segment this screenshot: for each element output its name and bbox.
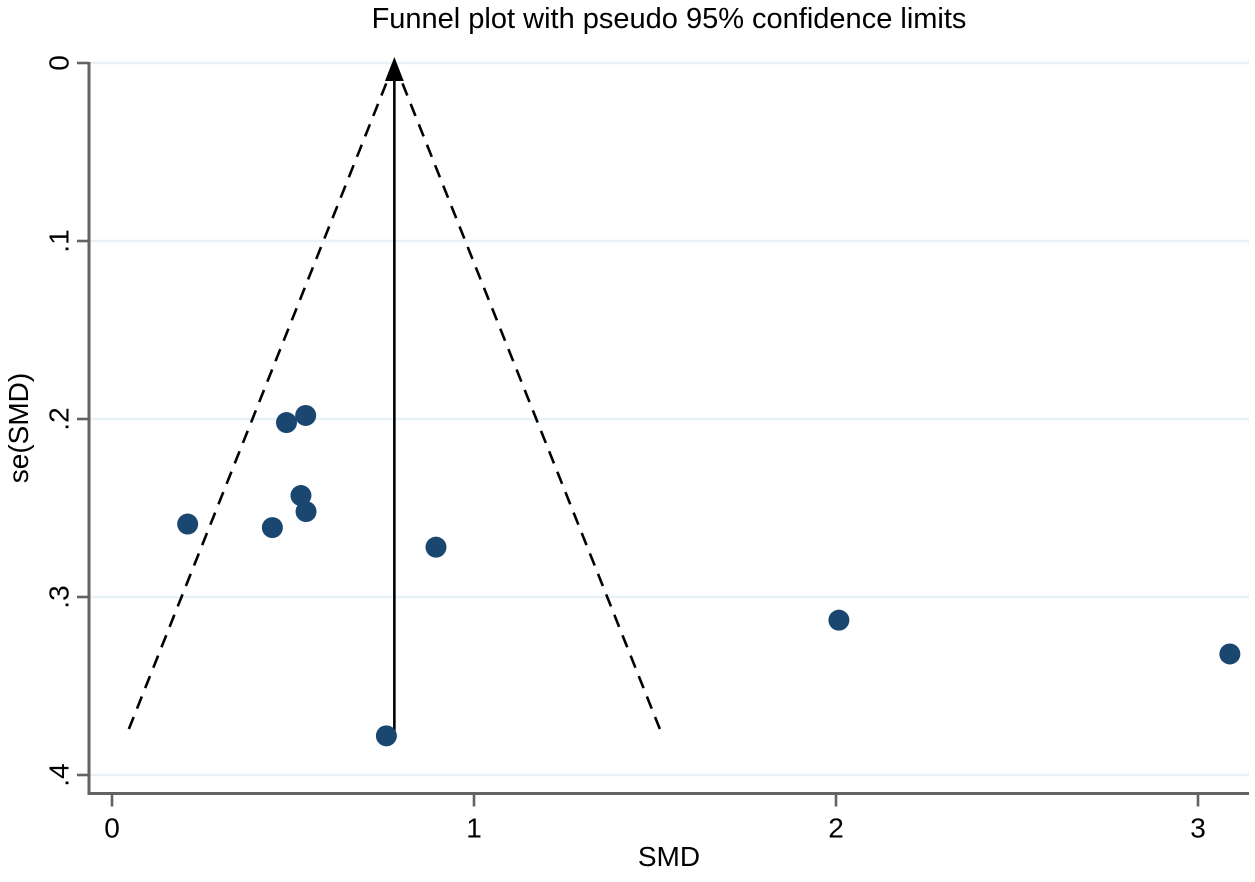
data-point <box>295 404 317 426</box>
y-tick-label: 0 <box>43 55 74 71</box>
y-tick-label: .4 <box>43 763 74 786</box>
y-tick-label: .2 <box>43 407 74 430</box>
data-point <box>1219 643 1241 665</box>
x-axis-label: SMD <box>637 841 701 872</box>
y-axis-label: se(SMD) <box>3 372 34 484</box>
data-point <box>290 485 312 507</box>
data-point <box>375 725 397 747</box>
x-tick-label: 1 <box>466 813 482 844</box>
data-point <box>425 536 447 558</box>
data-point <box>275 412 297 434</box>
data-point <box>828 609 850 631</box>
data-point <box>261 517 283 539</box>
confidence-limit-right <box>393 62 663 733</box>
chart-title: Funnel plot with pseudo 95% confidence l… <box>371 3 967 35</box>
data-point <box>295 501 317 523</box>
x-tick-label: 2 <box>828 813 844 844</box>
confidence-limit-left <box>126 62 396 733</box>
arrow-up-icon <box>384 57 404 81</box>
x-tick-label: 3 <box>1190 813 1206 844</box>
data-point <box>177 513 199 535</box>
x-tick-label: 0 <box>104 813 120 844</box>
y-tick-label: .3 <box>43 585 74 608</box>
y-tick-label: .1 <box>43 229 74 252</box>
